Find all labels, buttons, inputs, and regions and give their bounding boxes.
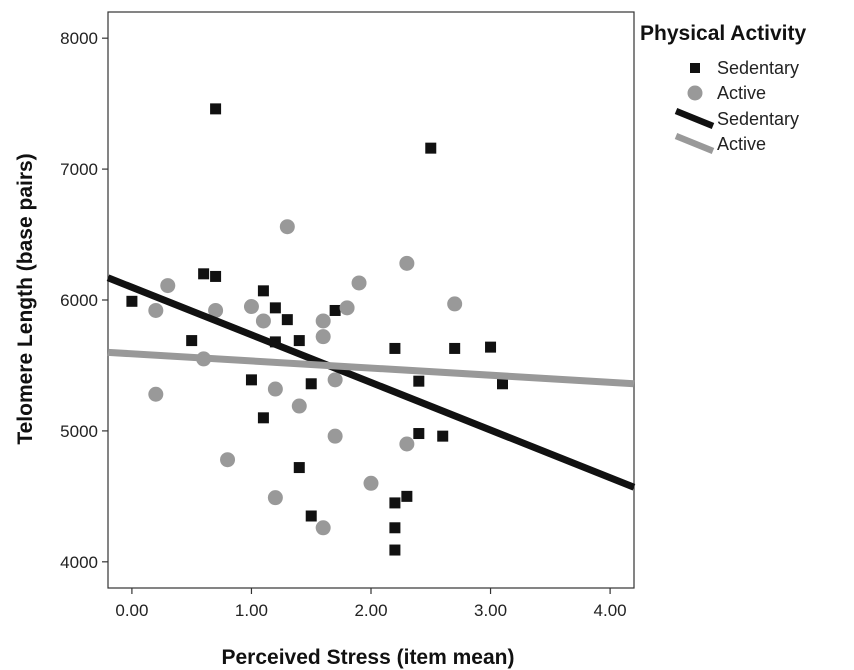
- legend-entries: Sedentary Active Sedentary Active: [674, 58, 799, 155]
- active-point: [399, 436, 415, 452]
- data-points: [126, 103, 508, 556]
- legend-active-line: [674, 132, 715, 155]
- legend-active-marker: [687, 85, 703, 101]
- sedentary-point: [305, 378, 317, 390]
- active-point: [267, 490, 283, 506]
- active-point: [148, 386, 164, 402]
- y-tick-label: 4000: [60, 553, 98, 572]
- x-tick-label: 4.00: [594, 601, 627, 620]
- sedentary-point: [198, 268, 210, 280]
- sedentary-point: [210, 103, 222, 115]
- sedentary-fit-line: [106, 274, 636, 491]
- sedentary-point: [497, 378, 508, 390]
- y-tick-label: 7000: [60, 160, 98, 179]
- sedentary-point: [389, 544, 401, 556]
- active-point: [148, 302, 164, 318]
- active-point: [220, 452, 236, 468]
- sedentary-point: [293, 462, 305, 474]
- active-point: [327, 428, 343, 444]
- active-point: [351, 275, 367, 291]
- plot-border: [107, 11, 635, 589]
- active-point: [399, 255, 415, 271]
- sedentary-point: [389, 342, 401, 354]
- legend: Physical Activity SedentaryActiveSedenta…: [640, 22, 806, 155]
- active-point: [447, 296, 463, 312]
- sedentary-point: [281, 314, 293, 326]
- sedentary-point: [257, 285, 269, 297]
- sedentary-point: [485, 341, 497, 353]
- legend-label: Sedentary: [717, 109, 799, 129]
- sedentary-point: [329, 304, 341, 316]
- sedentary-point: [389, 522, 401, 534]
- y-tick-label: 6000: [60, 291, 98, 310]
- active-point: [339, 300, 355, 316]
- x-axis: 0.00 1.00 2.00 3.00 4.00: [115, 588, 627, 620]
- active-point: [363, 475, 379, 491]
- active-point: [208, 302, 224, 318]
- y-axis-title: Telomere Length (base pairs): [14, 153, 37, 444]
- x-axis-title: Perceived Stress (item mean): [222, 646, 515, 669]
- x-tick-label: 0.00: [115, 601, 148, 620]
- legend-label: Sedentary: [717, 58, 799, 78]
- active-point: [291, 398, 307, 414]
- sedentary-point: [401, 490, 413, 502]
- active-point: [327, 372, 343, 388]
- plot-area: [107, 11, 635, 589]
- sedentary-point: [425, 142, 437, 154]
- sedentary-point: [293, 335, 305, 347]
- sedentary-point: [210, 270, 222, 282]
- sedentary-point: [389, 497, 401, 509]
- sedentary-point: [449, 342, 461, 354]
- sedentary-point: [126, 295, 138, 307]
- legend-label: Active: [717, 134, 766, 154]
- y-tick-label: 5000: [60, 422, 98, 441]
- fit-lines: [106, 274, 636, 491]
- active-point: [255, 313, 271, 329]
- active-point: [243, 299, 259, 315]
- sedentary-point: [245, 374, 257, 386]
- legend-sedentary-line: [674, 107, 715, 130]
- x-tick-label: 1.00: [235, 601, 268, 620]
- active-point: [315, 313, 331, 329]
- sedentary-point: [186, 335, 198, 347]
- active-point: [160, 278, 176, 294]
- legend-sedentary-marker: [690, 63, 700, 73]
- sedentary-point: [437, 430, 449, 442]
- sedentary-point: [257, 412, 269, 424]
- sedentary-point: [269, 302, 281, 314]
- active-point: [315, 329, 331, 345]
- x-tick-label: 3.00: [474, 601, 507, 620]
- sedentary-point: [305, 510, 317, 522]
- legend-title: Physical Activity: [640, 22, 806, 45]
- active-point: [267, 381, 283, 397]
- sedentary-point: [413, 428, 425, 440]
- legend-label: Active: [717, 83, 766, 103]
- active-point: [279, 219, 295, 235]
- active-fit-line: [107, 348, 635, 388]
- active-point: [315, 520, 331, 536]
- sedentary-point: [413, 375, 425, 387]
- y-axis: 4000 5000 6000 7000 8000: [60, 29, 108, 572]
- x-tick-label: 2.00: [354, 601, 387, 620]
- y-tick-label: 8000: [60, 29, 98, 48]
